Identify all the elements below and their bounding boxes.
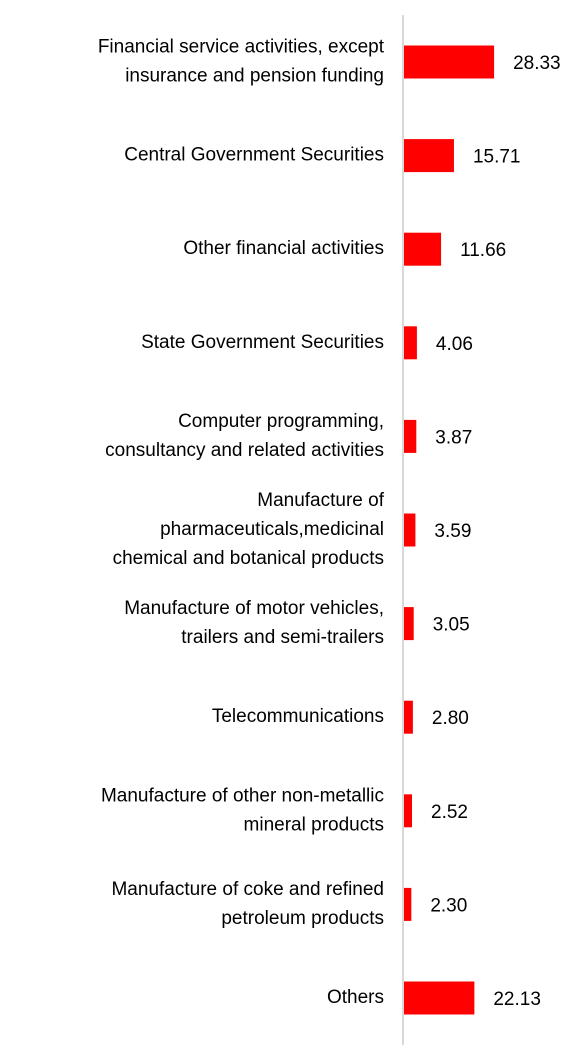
- category-label: Central Government Securities: [124, 145, 384, 166]
- value-label: 15.71: [473, 147, 521, 168]
- bar: [404, 139, 454, 173]
- bar: [404, 419, 417, 453]
- bar: [404, 45, 495, 79]
- value-label: 2.30: [430, 895, 467, 916]
- category-label: Others: [327, 987, 384, 1008]
- bar: [404, 232, 442, 266]
- bar: [404, 794, 413, 828]
- bar: [404, 700, 413, 734]
- value-label: 4.06: [436, 334, 473, 355]
- category-label: Manufacture of pharmaceuticals,medicinal c…: [113, 490, 385, 569]
- category-label: Financial service activities, except insu…: [98, 37, 385, 87]
- value-label: 11.66: [460, 240, 506, 261]
- bar: [404, 326, 417, 360]
- bar: [404, 981, 475, 1015]
- value-label: 3.87: [435, 427, 472, 448]
- category-label: State Government Securities: [141, 332, 384, 353]
- category-label: Other financial activities: [183, 238, 384, 259]
- value-label: 22.13: [493, 989, 541, 1010]
- bar: [404, 607, 414, 641]
- bar: [404, 513, 416, 547]
- category-label: Telecommunications: [212, 706, 384, 727]
- value-label: 2.52: [431, 802, 468, 823]
- category-label: Manufacture of coke and refined petroleum…: [111, 879, 384, 929]
- category-label: Manufacture of other non-metallic mineral…: [101, 785, 384, 835]
- category-label: Manufacture of motor vehicles, trailers a…: [124, 598, 384, 648]
- bar: [404, 887, 412, 921]
- value-label: 3.59: [434, 521, 471, 542]
- category-label: Computer programming, consultancy and rel…: [105, 411, 384, 461]
- value-label: 28.33: [513, 53, 561, 74]
- value-label: 2.80: [432, 708, 469, 729]
- value-label: 3.05: [433, 615, 470, 636]
